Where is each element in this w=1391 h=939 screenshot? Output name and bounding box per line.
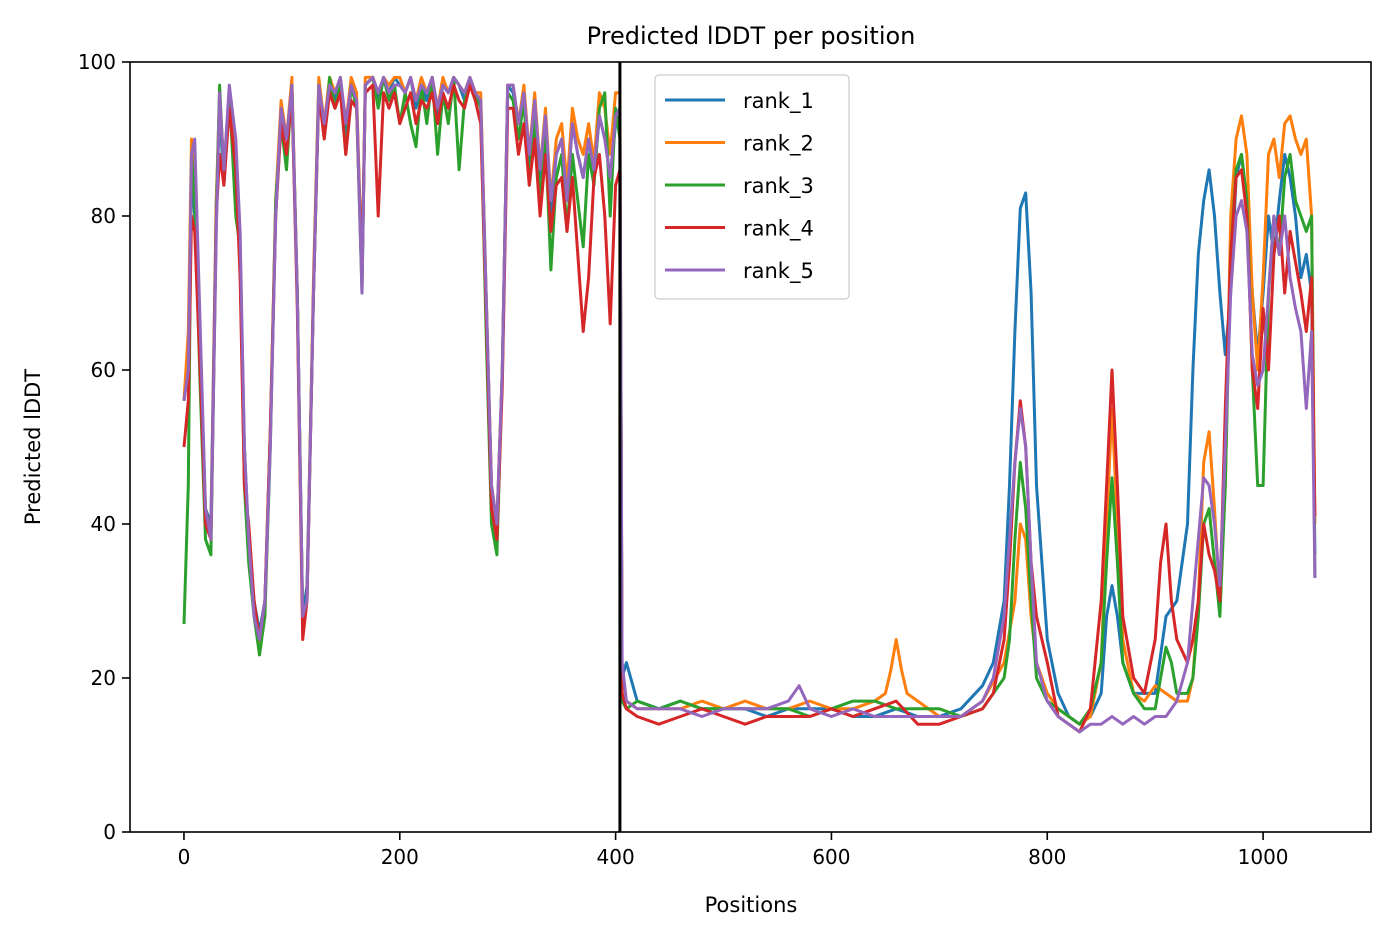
- chart-title: Predicted lDDT per position: [587, 22, 916, 50]
- plot-frame: [129, 61, 1372, 833]
- legend-label: rank_5: [743, 259, 814, 284]
- x-tick-label: 1000: [1238, 845, 1289, 869]
- y-axis-label: Predicted lDDT: [21, 369, 45, 525]
- legend: rank_1 rank_2 rank_3 rank_4 rank_5: [654, 74, 850, 300]
- x-axis: 0 200 400 600 800 1000: [178, 832, 1289, 869]
- y-axis: 0 20 40 60 80 100: [78, 50, 130, 844]
- legend-label: rank_4: [743, 217, 814, 242]
- x-tick-label: 0: [178, 845, 191, 869]
- y-tick-label: 80: [91, 204, 116, 228]
- y-tick-label: 0: [103, 820, 116, 844]
- x-tick-label: 200: [381, 845, 419, 869]
- legend-box: [654, 74, 850, 300]
- series-layer: [182, 75, 1317, 734]
- series-line-rank-5: [182, 75, 1317, 734]
- y-tick-label: 60: [91, 358, 116, 382]
- legend-label: rank_3: [743, 174, 814, 199]
- legend-label: rank_2: [743, 132, 814, 157]
- y-tick-label: 100: [78, 50, 116, 74]
- x-axis-label: Positions: [705, 893, 798, 917]
- y-tick-label: 40: [91, 512, 116, 536]
- x-tick-label: 600: [812, 845, 850, 869]
- x-tick-label: 400: [597, 845, 635, 869]
- legend-label: rank_1: [743, 89, 814, 114]
- y-tick-label: 20: [91, 666, 116, 690]
- x-tick-label: 800: [1028, 845, 1066, 869]
